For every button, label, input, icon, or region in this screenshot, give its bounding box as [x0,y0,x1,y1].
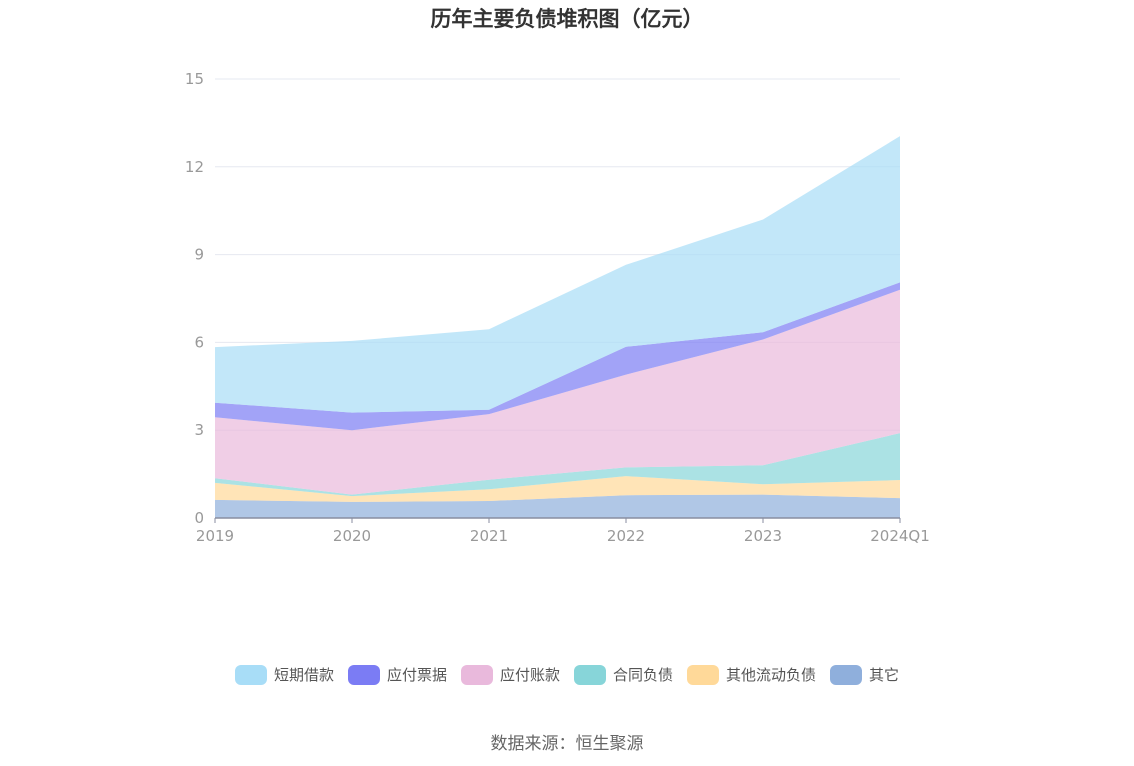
x-tick-label: 2024Q1 [870,527,930,545]
legend-item[interactable]: 短期借款 [234,664,334,685]
legend-label: 应付账款 [499,666,560,684]
y-tick-label: 0 [194,509,204,527]
x-tick-label: 2019 [196,527,234,545]
y-tick-label: 3 [194,421,204,439]
x-tick-label: 2020 [333,527,371,545]
legend-swatch [234,664,267,685]
x-axis-ticks: 2019 2020 2021 2022 2023 2024Q1 [196,527,930,545]
area-series-4 [215,289,900,495]
legend-label: 应付票据 [386,666,447,684]
x-tick-label: 2023 [744,527,782,545]
chart-title: 历年主要负债堆积图（亿元） [430,7,704,31]
area-series-1 [215,494,900,518]
area-series-group [215,136,900,518]
y-tick-label: 9 [194,246,204,264]
y-tick-label: 12 [185,158,204,176]
legend-swatch [460,664,493,685]
y-tick-label: 15 [185,70,204,88]
x-tick-label: 2021 [470,527,508,545]
legend: 短期借款 应付票据 应付账款 合同负债 其他流动负债 其它 [0,664,1134,685]
legend-swatch [830,664,863,685]
area-series-5 [215,282,900,431]
legend-swatch [574,664,606,685]
legend-label: 短期借款 [273,666,334,684]
legend-swatch [687,664,720,685]
y-axis-ticks: 0 3 6 9 12 15 [185,70,204,527]
x-tick-label: 2022 [607,527,645,545]
legend-item[interactable]: 其它 [830,664,899,685]
area-series-2 [215,476,900,502]
legend-item[interactable]: 应付账款 [460,664,560,685]
legend-label: 其它 [869,666,900,684]
legend-label: 合同负债 [613,666,674,684]
x-axis [214,517,901,523]
legend-item[interactable]: 其他流动负债 [687,664,816,685]
source-note: 数据来源：恒生聚源 [490,734,644,754]
legend-label: 其他流动负债 [726,666,817,684]
area-series-6 [215,136,900,413]
legend-item[interactable]: 应付票据 [347,664,447,685]
legend-item[interactable]: 合同负债 [574,664,673,685]
legend-swatch [347,664,380,685]
y-tick-label: 6 [194,333,204,351]
area-series-3 [215,433,900,497]
